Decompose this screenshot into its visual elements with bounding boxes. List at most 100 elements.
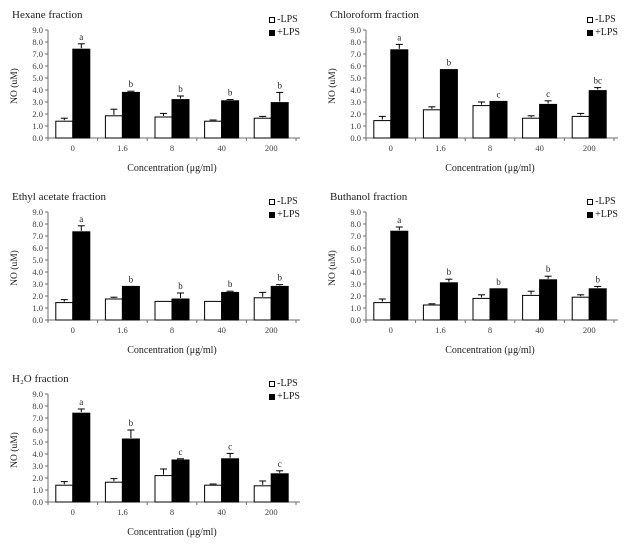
- y-tick-label: 5.0: [32, 437, 43, 447]
- y-tick-label: 7.0: [32, 49, 43, 59]
- chart-plot: 0.0 1.0 2.0 3.0 4.0 5.0 6.0 7.0 8.0 9.0 0 1.6 8 40 200…: [32, 390, 300, 517]
- significance-letter: b: [228, 88, 233, 98]
- x-category-label: 1.6: [435, 143, 446, 153]
- significance-letter: c: [179, 447, 183, 457]
- x-axis-title: Concentration (μg/ml): [127, 163, 217, 174]
- legend: -LPS +LPS: [587, 195, 618, 221]
- y-tick-label: 8.0: [32, 37, 43, 47]
- y-tick-label: 6.0: [32, 425, 43, 435]
- bar-minus-lps: [522, 294, 541, 321]
- legend-row: +LPS: [269, 26, 300, 39]
- bar-minus-lps: [571, 296, 590, 321]
- y-tick-label: 5.0: [32, 73, 43, 83]
- legend: -LPS +LPS: [587, 13, 618, 39]
- significance-letter: b: [277, 273, 282, 283]
- x-axis-title: Concentration (μg/ml): [445, 345, 535, 356]
- chart-h2o-fraction: H₂O fraction -LPS +LPS 0.0 1.0 2.0 3.0 4.0 5.0 6.…: [0, 368, 318, 548]
- chart-plot: 0.0 1.0 2.0 3.0 4.0 5.0 6.0 7.0 8.0 9.0 0 1.6 8 40 200…: [350, 208, 618, 335]
- legend-label: -LPS: [277, 14, 298, 25]
- y-tick-label: 3.0: [32, 461, 43, 471]
- significance-letter: b: [228, 279, 233, 289]
- significance-letter: b: [178, 281, 183, 291]
- bar-minus-lps: [204, 120, 223, 139]
- y-tick-label: 5.0: [350, 255, 361, 265]
- significance-letter: b: [129, 274, 134, 284]
- bar-plus-lps: [171, 298, 190, 321]
- bar-minus-lps: [472, 297, 491, 321]
- x-category-label: 40: [217, 143, 226, 153]
- bar-minus-lps: [104, 115, 123, 139]
- x-category-label: 40: [535, 143, 544, 153]
- x-category-label: 0: [389, 325, 393, 335]
- chart-title: Buthanol fraction: [330, 191, 408, 203]
- bar-plus-lps: [439, 282, 458, 321]
- bar-minus-lps: [253, 485, 272, 503]
- bar-plus-lps: [270, 473, 289, 503]
- x-category-label: 40: [217, 325, 226, 335]
- legend-label: -LPS: [277, 378, 298, 389]
- y-tick-label: 2.0: [32, 291, 43, 301]
- minus-lps-marker-icon: [587, 16, 594, 23]
- legend-row: -LPS: [269, 195, 300, 208]
- y-tick-label: 8.0: [32, 401, 43, 411]
- y-tick-label: 4.0: [32, 449, 43, 459]
- legend-row: +LPS: [587, 26, 618, 39]
- bar-minus-lps: [204, 300, 223, 321]
- bar-plus-lps: [489, 288, 508, 321]
- bar-plus-lps: [539, 103, 558, 139]
- bar-plus-lps: [439, 69, 458, 139]
- y-tick-label: 9.0: [350, 208, 361, 217]
- y-tick-label: 1.0: [350, 121, 361, 131]
- chart-plot: 0.0 1.0 2.0 3.0 4.0 5.0 6.0 7.0 8.0 9.0 0 1.6 8 40 200…: [32, 208, 300, 335]
- x-category-label: 0: [71, 507, 75, 517]
- significance-letter: b: [496, 277, 501, 287]
- x-category-label: 200: [583, 143, 596, 153]
- y-tick-label: 8.0: [350, 37, 361, 47]
- plus-lps-marker-icon: [269, 29, 276, 36]
- bar-plus-lps: [270, 285, 289, 321]
- charts-grid: Hexane fraction -LPS +LPS 0.0 1.0 2.0 3.0 4.0 5.…: [0, 4, 636, 548]
- bar-minus-lps: [55, 120, 74, 139]
- y-tick-label: 2.0: [350, 109, 361, 119]
- y-tick-label: 1.0: [350, 303, 361, 313]
- y-tick-label: 2.0: [32, 109, 43, 119]
- x-category-label: 40: [217, 507, 226, 517]
- y-tick-label: 9.0: [32, 208, 43, 217]
- bar-plus-lps: [171, 459, 190, 503]
- bar-minus-lps: [104, 298, 123, 321]
- legend-row: -LPS: [587, 13, 618, 26]
- chart-plot: 0.0 1.0 2.0 3.0 4.0 5.0 6.0 7.0 8.0 9.0 0 1.6 8 40 200…: [32, 26, 300, 153]
- y-tick-label: 3.0: [32, 279, 43, 289]
- y-tick-label: 0.0: [32, 497, 43, 507]
- chart-chloroform-fraction: Chloroform fraction -LPS +LPS 0.0 1.0 2.0 3.0 4…: [318, 4, 636, 186]
- y-tick-label: 3.0: [32, 97, 43, 107]
- bar-minus-lps: [154, 116, 173, 139]
- minus-lps-marker-icon: [269, 380, 276, 387]
- legend-row: +LPS: [269, 208, 300, 221]
- significance-letter: b: [447, 267, 452, 277]
- y-tick-label: 9.0: [32, 390, 43, 399]
- chart-plot: 0.0 1.0 2.0 3.0 4.0 5.0 6.0 7.0 8.0 9.0 0 1.6 8 40 200…: [350, 26, 618, 153]
- bar-plus-lps: [121, 285, 140, 321]
- x-category-label: 8: [488, 143, 492, 153]
- bar-plus-lps: [72, 412, 91, 503]
- significance-letter: b: [178, 84, 183, 94]
- y-tick-label: 9.0: [32, 26, 43, 35]
- y-tick-label: 6.0: [32, 243, 43, 253]
- y-tick-label: 0.0: [32, 315, 43, 325]
- x-category-label: 1.6: [117, 325, 128, 335]
- y-tick-label: 2.0: [350, 291, 361, 301]
- y-tick-label: 4.0: [32, 267, 43, 277]
- legend-label: -LPS: [595, 14, 616, 25]
- y-tick-label: 8.0: [350, 219, 361, 229]
- minus-lps-marker-icon: [269, 16, 276, 23]
- y-tick-label: 7.0: [350, 49, 361, 59]
- x-category-label: 0: [71, 143, 75, 153]
- legend-label: +LPS: [277, 391, 300, 402]
- bar-minus-lps: [522, 117, 541, 139]
- bar-plus-lps: [270, 102, 289, 139]
- y-axis-title: NO (uM): [328, 250, 338, 286]
- y-tick-label: 4.0: [350, 85, 361, 95]
- chart-buthanol-fraction: Buthanol fraction -LPS +LPS 0.0 1.0 2.0 3.0 4.0…: [318, 186, 636, 368]
- legend-label: +LPS: [595, 27, 618, 38]
